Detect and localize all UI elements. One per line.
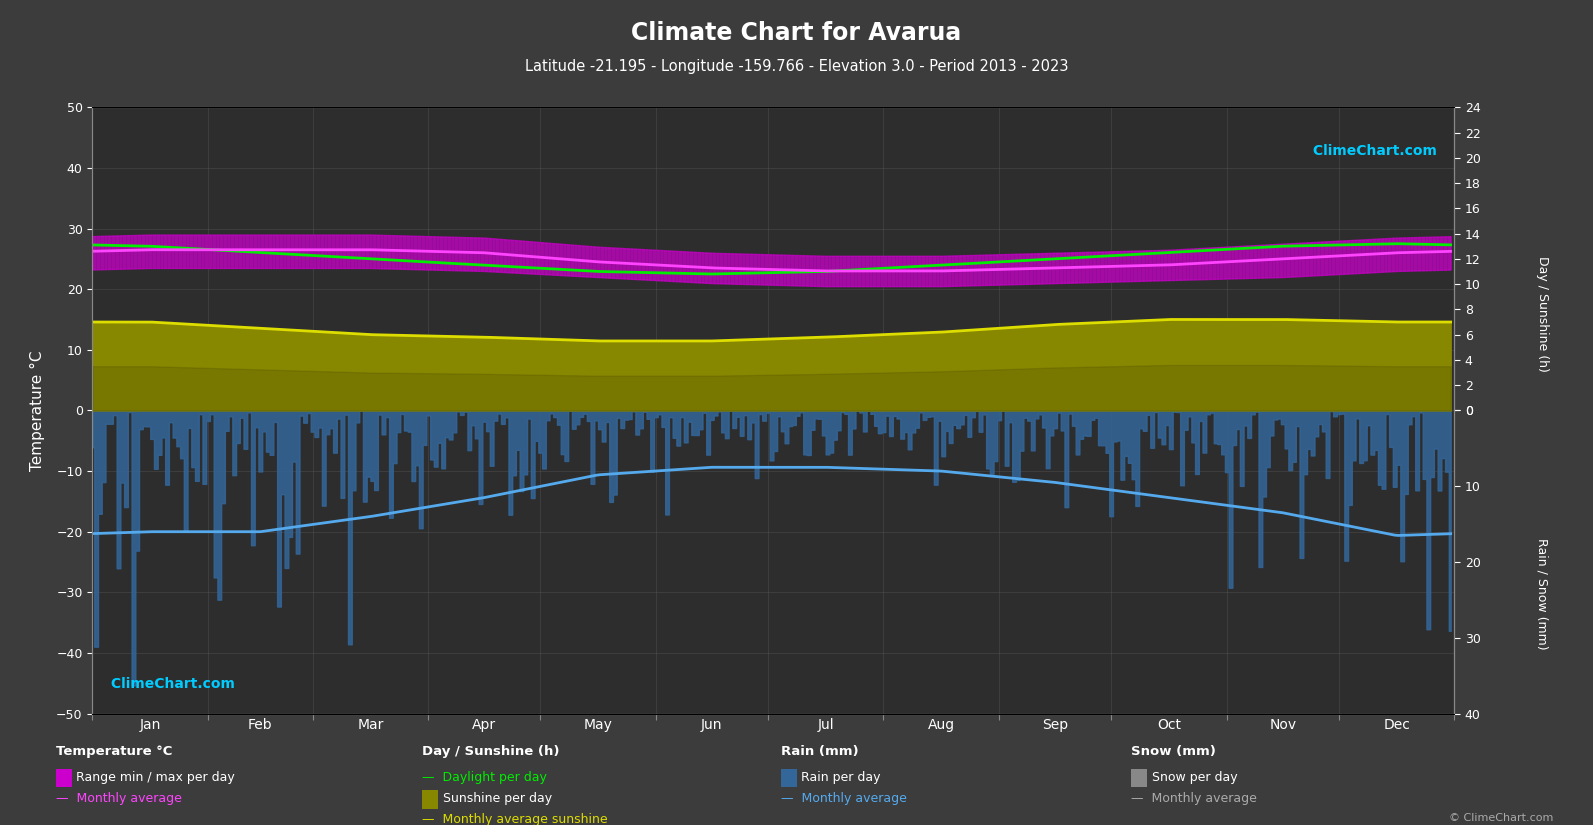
Text: Rain / Snow (mm): Rain / Snow (mm): [1536, 538, 1548, 650]
Text: Day / Sunshine (h): Day / Sunshine (h): [422, 745, 559, 758]
Text: Snow per day: Snow per day: [1152, 771, 1238, 784]
Text: Rain per day: Rain per day: [801, 771, 881, 784]
Text: —  Daylight per day: — Daylight per day: [422, 771, 546, 784]
Text: © ClimeChart.com: © ClimeChart.com: [1448, 813, 1553, 823]
Text: ClimeChart.com: ClimeChart.com: [1308, 144, 1437, 158]
Text: Sunshine per day: Sunshine per day: [443, 792, 553, 805]
Text: Latitude -21.195 - Longitude -159.766 - Elevation 3.0 - Period 2013 - 2023: Latitude -21.195 - Longitude -159.766 - …: [524, 59, 1069, 74]
Text: —  Monthly average: — Monthly average: [56, 792, 182, 805]
Text: ClimeChart.com: ClimeChart.com: [107, 677, 234, 691]
Text: Day / Sunshine (h): Day / Sunshine (h): [1536, 256, 1548, 371]
Text: Snow (mm): Snow (mm): [1131, 745, 1215, 758]
Text: Range min / max per day: Range min / max per day: [76, 771, 236, 784]
Y-axis label: Temperature °C: Temperature °C: [30, 350, 45, 471]
Text: —  Monthly average: — Monthly average: [1131, 792, 1257, 805]
Text: —  Monthly average sunshine: — Monthly average sunshine: [422, 813, 609, 825]
Text: Rain (mm): Rain (mm): [781, 745, 859, 758]
Text: Climate Chart for Avarua: Climate Chart for Avarua: [631, 21, 962, 45]
Text: —  Monthly average: — Monthly average: [781, 792, 906, 805]
Text: Temperature °C: Temperature °C: [56, 745, 172, 758]
